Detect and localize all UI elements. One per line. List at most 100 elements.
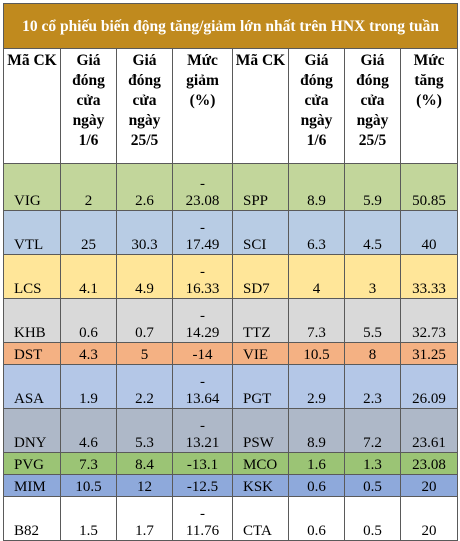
cell-dec-close-25-5: 2.2 xyxy=(116,364,173,409)
dec-pct-value: 14.29 xyxy=(185,325,220,341)
table-row: LCS 4.1 4.9-16.33 SD7 4 3 33.33 xyxy=(3,254,459,299)
cell-dec-close-1-6: 1.9 xyxy=(60,364,117,409)
cell-dec-pct: -23.08 xyxy=(172,163,233,211)
cell-inc-pct: 31.25 xyxy=(399,342,459,365)
cell-dec-code: LCS xyxy=(3,254,61,299)
table-row: PVG 7.3 8.4 -13.1 MCO 1.6 1.3 23.08 xyxy=(3,452,459,475)
cell-dec-code: PVG xyxy=(3,452,61,475)
cell-dec-code: KHB xyxy=(3,298,61,343)
header-inc-close-25-5: Giá đóng cửa ngày 25/5 xyxy=(344,48,401,164)
cell-dec-close-25-5: 5 xyxy=(116,342,173,365)
cell-dec-close-1-6: 1.5 xyxy=(60,496,117,541)
cell-dec-code: VIG xyxy=(3,163,61,211)
dec-pct-value: -12.5 xyxy=(186,479,219,495)
cell-dec-code: ASA xyxy=(3,364,61,409)
table-row: VTL 25 30.3-17.49 SCI 6.3 4.5 40 xyxy=(3,210,459,255)
cell-dec-close-25-5: 4.9 xyxy=(116,254,173,299)
cell-inc-pct: 26.09 xyxy=(399,364,459,409)
cell-inc-code: SD7 xyxy=(232,254,289,299)
cell-inc-code: TTZ xyxy=(232,298,289,343)
header-dec-close-1-6: Giá đóng cửa ngày 1/6 xyxy=(60,48,117,164)
cell-dec-close-1-6: 4.6 xyxy=(60,408,117,453)
cell-dec-close-25-5: 1.7 xyxy=(116,496,173,541)
cell-inc-close-1-6: 6.3 xyxy=(288,210,345,255)
cell-dec-pct: -14 xyxy=(172,342,233,365)
cell-inc-pct: 20 xyxy=(399,474,459,497)
table-title: 10 cổ phiếu biến động tăng/giảm lớn nhất… xyxy=(2,3,459,49)
cell-dec-close-1-6: 10.5 xyxy=(60,474,117,497)
dec-pct-dash: - xyxy=(200,264,205,280)
cell-inc-close-1-6: 4 xyxy=(288,254,345,299)
cell-dec-pct: -13.21 xyxy=(172,408,233,453)
table-row: MIM 10.5 12 -12.5 KSK 0.6 0.5 20 xyxy=(3,474,459,497)
cell-inc-close-1-6: 2.9 xyxy=(288,364,345,409)
cell-inc-code: MCO xyxy=(232,452,289,475)
table-row: KHB 0.6 0.7-14.29 TTZ 7.3 5.5 32.73 xyxy=(3,298,459,343)
dec-pct-value: 13.64 xyxy=(185,391,220,407)
cell-dec-pct: -13.64 xyxy=(172,364,233,409)
header-inc-code: Mã CK xyxy=(232,48,289,164)
dec-pct-dash: - xyxy=(200,506,205,522)
dec-pct-value: -14 xyxy=(192,347,213,363)
cell-dec-close-1-6: 4.3 xyxy=(60,342,117,365)
dec-pct-value: 16.33 xyxy=(185,281,220,297)
cell-inc-code: KSK xyxy=(232,474,289,497)
header-dec-close-25-5: Giá đóng cửa ngày 25/5 xyxy=(116,48,173,164)
cell-dec-pct: -14.29 xyxy=(172,298,233,343)
cell-dec-close-25-5: 30.3 xyxy=(116,210,173,255)
dec-pct-value: 13.21 xyxy=(185,435,220,451)
cell-inc-close-25-5: 7.2 xyxy=(344,408,401,453)
cell-dec-close-25-5: 8.4 xyxy=(116,452,173,475)
cell-inc-close-25-5: 5.5 xyxy=(344,298,401,343)
cell-dec-code: DNY xyxy=(3,408,61,453)
cell-inc-close-1-6: 10.5 xyxy=(288,342,345,365)
cell-dec-code: DST xyxy=(3,342,61,365)
cell-dec-code: B82 xyxy=(3,496,61,541)
cell-inc-close-25-5: 1.3 xyxy=(344,452,401,475)
header-dec-code: Mã CK xyxy=(3,48,61,164)
cell-dec-close-1-6: 25 xyxy=(60,210,117,255)
cell-inc-close-25-5: 4.5 xyxy=(344,210,401,255)
cell-inc-close-25-5: 3 xyxy=(344,254,401,299)
header-inc-close-1-6: Giá đóng cửa ngày 1/6 xyxy=(288,48,345,164)
stock-table-container: 10 cổ phiếu biến động tăng/giảm lớn nhất… xyxy=(2,3,459,541)
cell-inc-close-1-6: 8.9 xyxy=(288,408,345,453)
table-row: DST 4.3 5 -14 VIE 10.5 8 31.25 xyxy=(3,342,459,365)
cell-dec-close-1-6: 0.6 xyxy=(60,298,117,343)
cell-inc-close-25-5: 0.5 xyxy=(344,496,401,541)
cell-inc-pct: 23.08 xyxy=(399,452,459,475)
cell-inc-code: VIE xyxy=(232,342,289,365)
cell-inc-close-25-5: 8 xyxy=(344,342,401,365)
cell-dec-pct: -11.76 xyxy=(172,496,233,541)
cell-inc-close-25-5: 2.3 xyxy=(344,364,401,409)
table-row: ASA 1.9 2.2-13.64 PGT 2.9 2.3 26.09 xyxy=(3,364,459,409)
table-row: DNY 4.6 5.3-13.21 PSW 8.9 7.2 23.61 xyxy=(3,408,459,453)
hnx-stock-table: 10 cổ phiếu biến động tăng/giảm lớn nhất… xyxy=(2,3,459,541)
cell-inc-close-1-6: 1.6 xyxy=(288,452,345,475)
cell-inc-close-1-6: 8.9 xyxy=(288,163,345,211)
cell-dec-close-25-5: 5.3 xyxy=(116,408,173,453)
cell-dec-close-25-5: 2.6 xyxy=(116,163,173,211)
cell-inc-close-1-6: 0.6 xyxy=(288,496,345,541)
cell-inc-code: CTA xyxy=(232,496,289,541)
cell-dec-pct: -12.5 xyxy=(172,474,233,497)
cell-inc-pct: 40 xyxy=(399,210,459,255)
cell-inc-pct: 33.33 xyxy=(399,254,459,299)
header-inc-pct: Mức tăng (%) xyxy=(399,48,459,164)
cell-dec-close-1-6: 4.1 xyxy=(60,254,117,299)
table-row: VIG 2 2.6-23.08 SPP 8.9 5.9 50.85 xyxy=(3,163,459,211)
cell-dec-pct: -13.1 xyxy=(172,452,233,475)
cell-inc-pct: 20 xyxy=(399,496,459,541)
dec-pct-value: -13.1 xyxy=(186,457,219,473)
cell-dec-pct: -17.49 xyxy=(172,210,233,255)
table-row: B82 1.5 1.7-11.76 CTA 0.6 0.5 20 xyxy=(3,496,459,541)
dec-pct-value: 17.49 xyxy=(185,237,220,253)
cell-inc-close-25-5: 5.9 xyxy=(344,163,401,211)
cell-dec-pct: -16.33 xyxy=(172,254,233,299)
dec-pct-dash: - xyxy=(200,220,205,236)
cell-dec-code: MIM xyxy=(3,474,61,497)
cell-dec-close-25-5: 12 xyxy=(116,474,173,497)
dec-pct-value: 23.08 xyxy=(185,193,220,209)
dec-pct-dash: - xyxy=(200,308,205,324)
cell-inc-code: SCI xyxy=(232,210,289,255)
